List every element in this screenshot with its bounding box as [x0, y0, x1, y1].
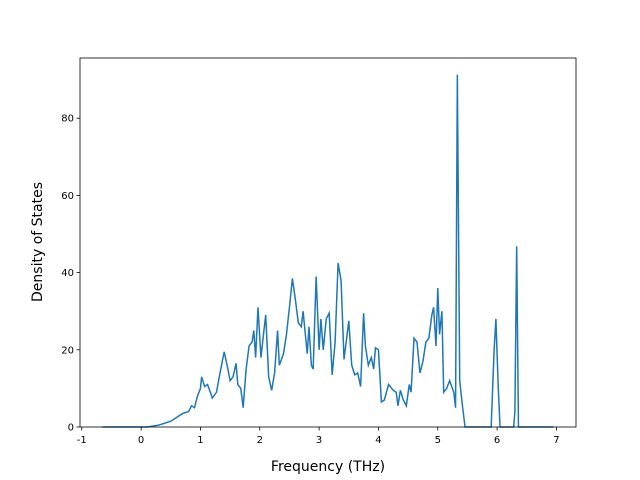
x-axis-label: Frequency (THz) — [271, 459, 385, 475]
x-tick-label: 3 — [316, 435, 322, 446]
data-line — [102, 74, 554, 428]
x-tick-label: 4 — [375, 435, 381, 446]
y-tick-label: 20 — [61, 345, 74, 356]
y-tick-label: 40 — [61, 268, 74, 279]
y-axis-label: Density of States — [30, 182, 46, 302]
plot-frame — [79, 57, 577, 428]
y-tick-label: 60 — [61, 191, 74, 202]
x-tick-label: 1 — [197, 435, 203, 446]
x-tick-label: 7 — [553, 435, 559, 446]
x-tick-label: 2 — [257, 435, 263, 446]
x-tick-label: -1 — [77, 435, 87, 446]
y-tick-label: 80 — [61, 114, 74, 125]
x-tick-label: 6 — [494, 435, 500, 446]
x-tick-label: 5 — [435, 435, 441, 446]
y-tick-label: 0 — [68, 423, 74, 434]
x-tick-label: 0 — [138, 435, 144, 446]
